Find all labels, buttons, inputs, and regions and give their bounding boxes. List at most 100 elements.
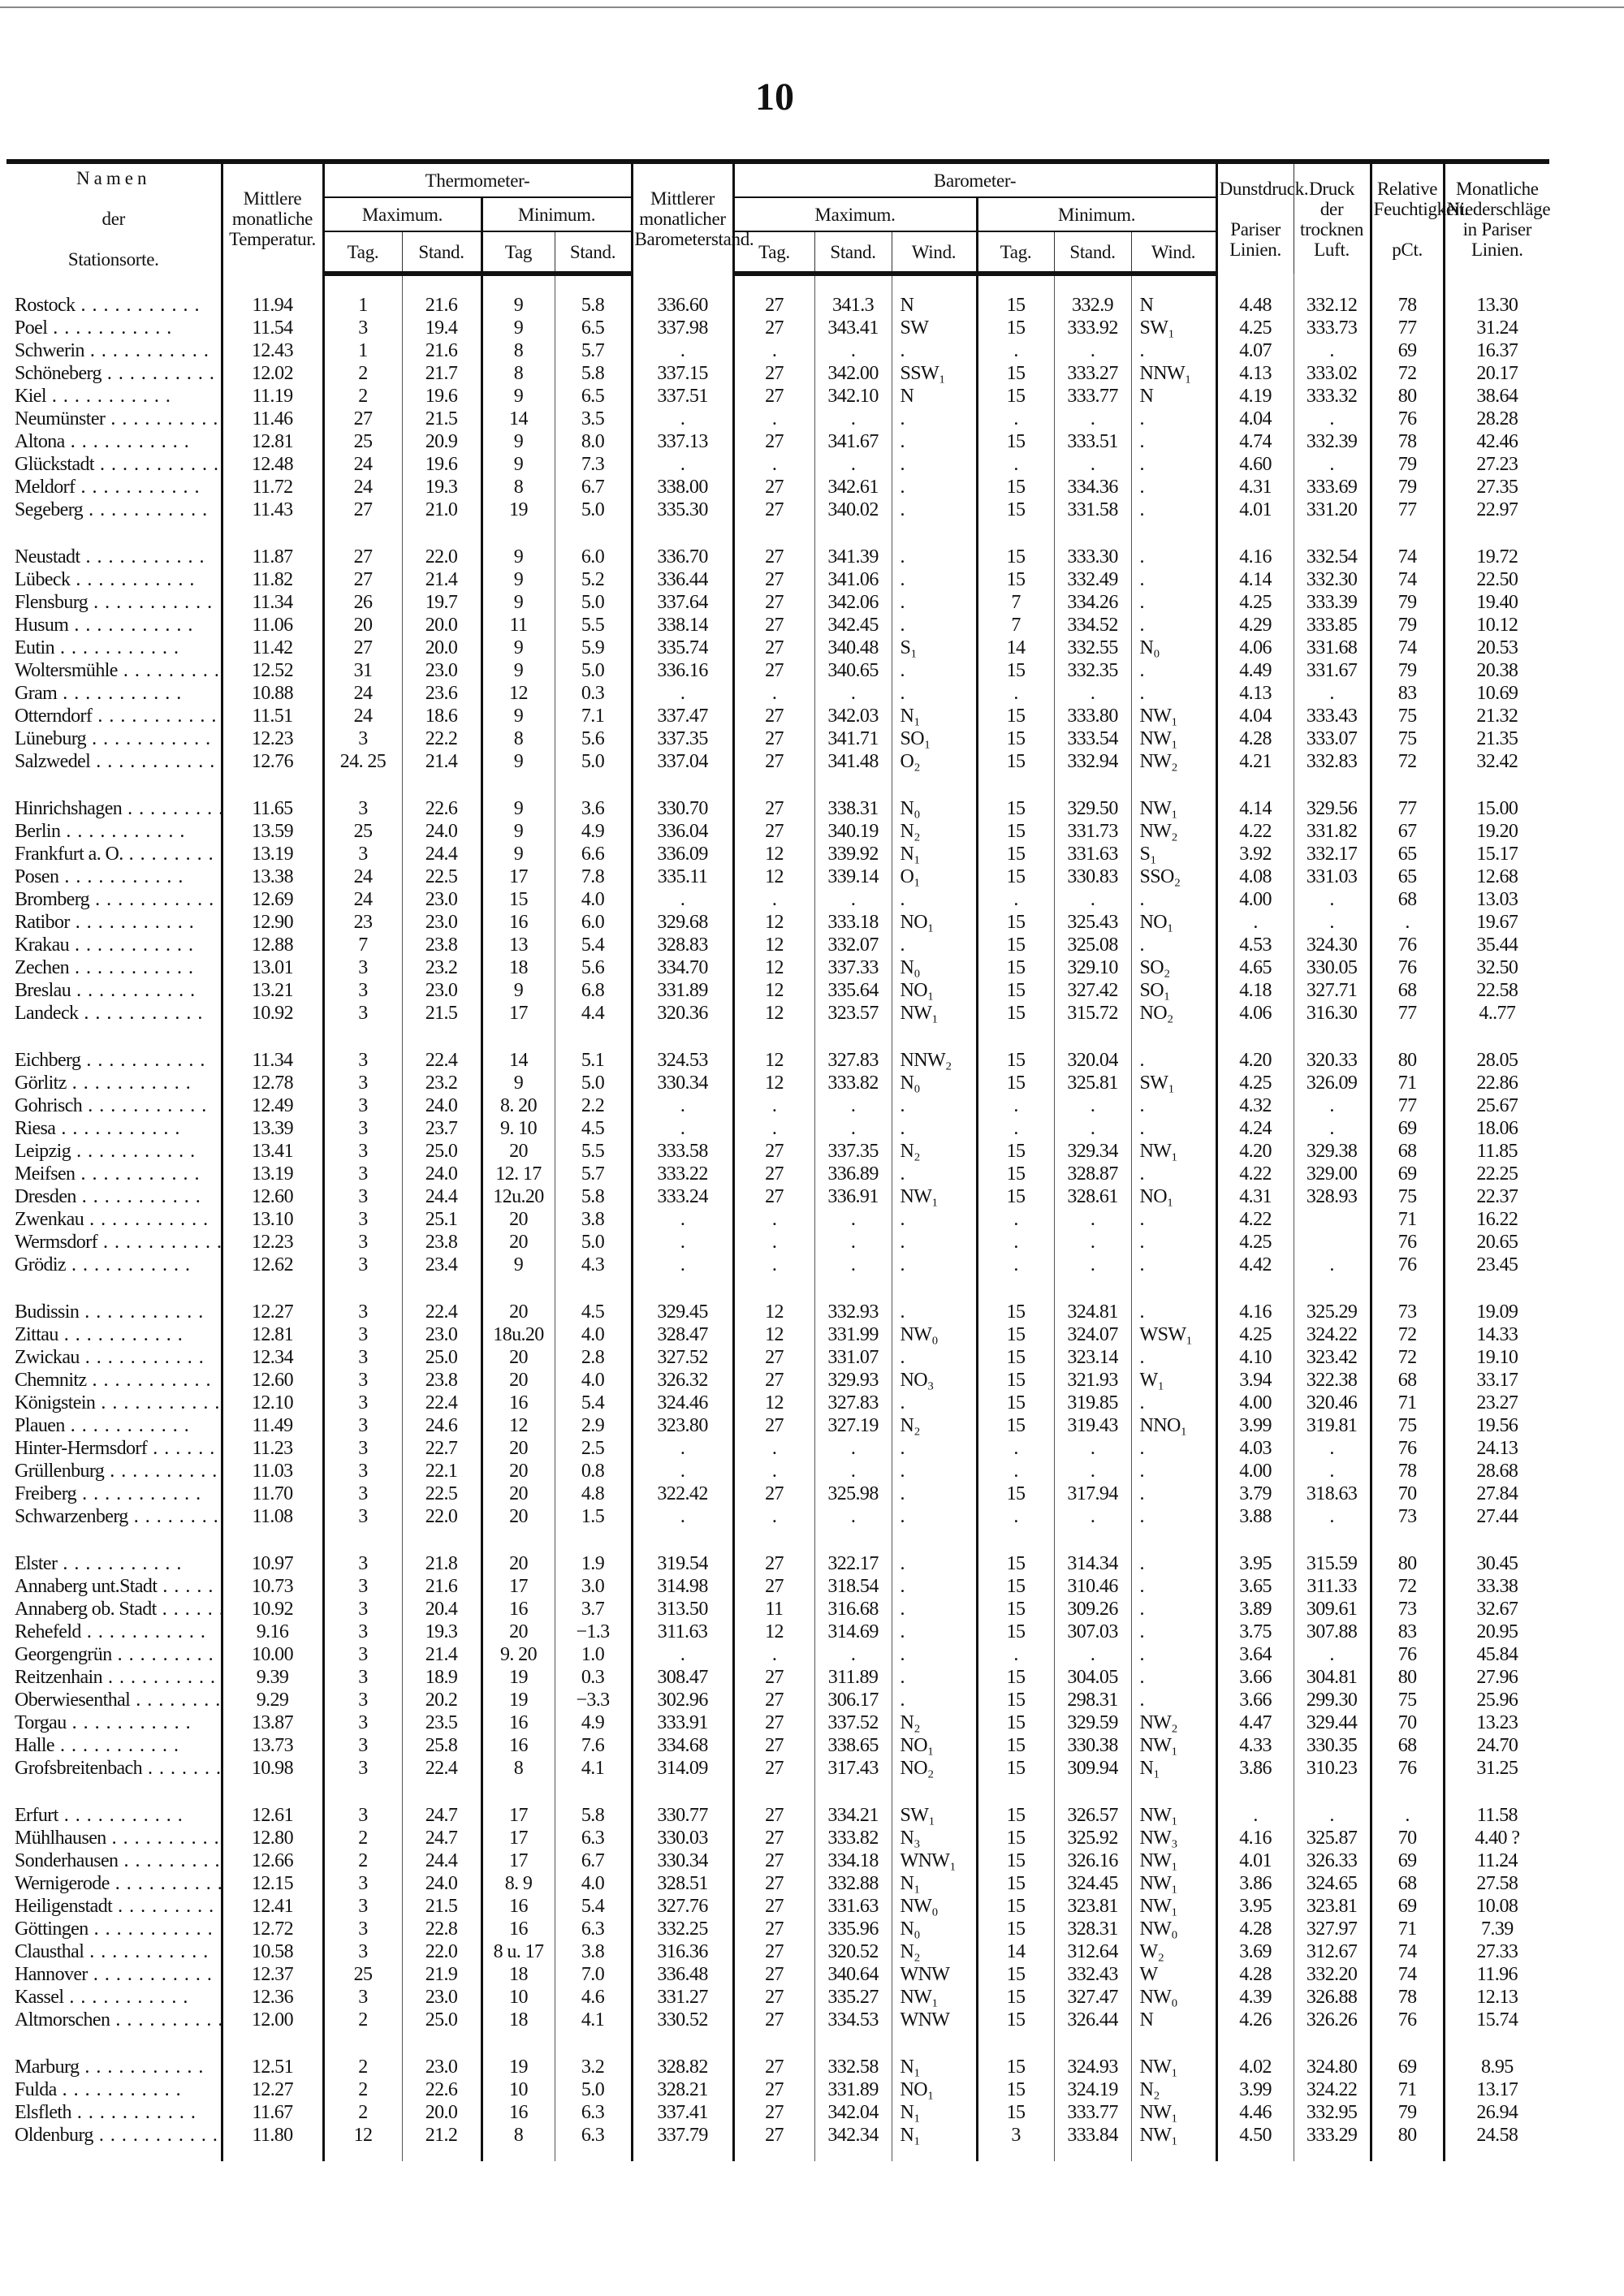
tmax-tag-cell: 3 (322, 1552, 402, 1575)
bmin-tag-cell: 15 (975, 1575, 1055, 1598)
tmax-stand-cell: 19.3 (401, 476, 482, 498)
tmin-stand-cell: 5.0 (554, 591, 633, 614)
bmax-tag-cell: 12 (732, 865, 815, 888)
station-name: Kiel (15, 386, 47, 407)
tmin-tag-cell: 8 (480, 476, 555, 498)
mean-temp-cell: 11.03 (220, 1460, 323, 1482)
rel-feuchtigkeit-cell: 77 (1369, 317, 1445, 339)
niederschlag-cell: 19.67 (1442, 911, 1550, 934)
niederschlag-cell: 19.56 (1442, 1414, 1550, 1437)
tmin-stand-cell: 4.5 (554, 1117, 633, 1140)
dunstdruck-cell: 4.25 (1215, 317, 1294, 339)
tmin-tag-cell: 8 u. 17 (480, 1940, 555, 1963)
bmax-wind-cell: SSW₁ (891, 362, 978, 385)
mean-temp-cell: 11.65 (220, 797, 323, 820)
bmax-stand-cell: . (814, 1117, 892, 1140)
tmax-tag-cell: 27 (322, 568, 402, 591)
mean-baro-cell: . (630, 339, 734, 362)
spacer-cell (1130, 1780, 1217, 1804)
dot-leader (67, 1072, 192, 1094)
tmin-stand-cell: 7.1 (554, 705, 633, 727)
spacer-cell (1369, 1276, 1445, 1301)
spacer-cell (6, 2031, 222, 2056)
bmin-tag-cell: . (975, 1094, 1055, 1117)
dunstdruck-cell: 4.21 (1215, 750, 1294, 773)
dot-leader (54, 1735, 179, 1756)
mean-baro-cell: 331.89 (630, 979, 734, 1002)
mean-temp-cell: 12.90 (220, 911, 323, 934)
niederschlag-cell: 24.70 (1442, 1734, 1550, 1757)
tmin-tag-cell: 9 (480, 750, 555, 773)
mean-temp-cell: 12.88 (220, 934, 323, 956)
spacer-cell (322, 274, 402, 294)
bmax-tag-cell: 27 (732, 362, 815, 385)
mean-baro-cell: 336.70 (630, 546, 734, 568)
station-name-cell: Halle (6, 1734, 222, 1757)
niederschlag-cell: 11.85 (1442, 1140, 1550, 1163)
tmin-stand-cell: 5.4 (554, 1895, 633, 1918)
mean-baro-cell: 328.82 (630, 2056, 734, 2078)
spacer-cell (401, 1780, 482, 1804)
header-dunstdruck: Dunstdruck. Pariser Linien. (1215, 159, 1309, 274)
bmin-wind-cell: . (1130, 1689, 1217, 1711)
tmax-stand-cell: 23.0 (401, 888, 482, 911)
mean-temp-cell: 13.19 (220, 1163, 323, 1185)
tmin-stand-cell: 5.8 (554, 362, 633, 385)
spacer-cell (975, 1025, 1055, 1049)
tmin-stand-cell: 5.4 (554, 934, 633, 956)
tmax-stand-cell: 24.7 (401, 1804, 482, 1827)
tmax-tag-cell: 3 (322, 1072, 402, 1094)
tmax-stand-cell: 22.5 (401, 1482, 482, 1505)
bmax-wind-cell: N₂ (891, 820, 978, 843)
table-body: Rostock11.94121.695.8336.6027341.3N15332… (6, 274, 1550, 2161)
bmin-wind-cell: NW₀ (1130, 1918, 1217, 1940)
dunstdruck-cell: 4.50 (1215, 2124, 1294, 2147)
bmin-stand-cell: 329.34 (1053, 1140, 1132, 1163)
header-bmax-wind: Wind. (891, 231, 978, 276)
table-row: Budissin12.27322.4204.5329.4512332.93.15… (6, 1301, 1550, 1323)
rel-feuchtigkeit-cell: 79 (1369, 614, 1445, 637)
spacer-cell (975, 1528, 1055, 1552)
station-name: Grüllenburg (15, 1461, 105, 1482)
dot-leader (157, 1599, 222, 1620)
bmax-tag-cell: . (732, 1254, 815, 1276)
station-name: Grofsbreitenbach (15, 1758, 143, 1779)
druck-trockene-luft-cell: 299.30 (1293, 1689, 1371, 1711)
dunstdruck-cell: 4.20 (1215, 1049, 1294, 1072)
station-name-cell: Clausthal (6, 1940, 222, 1963)
bmin-stand-cell: . (1053, 1505, 1132, 1528)
mean-temp-cell: 13.87 (220, 1711, 323, 1734)
bmin-tag-cell: . (975, 408, 1055, 430)
bmin-stand-cell: 324.19 (1053, 2078, 1132, 2101)
mean-temp-cell: 11.51 (220, 705, 323, 727)
bmax-stand-cell: 341.67 (814, 430, 892, 453)
tmin-stand-cell: 2.5 (554, 1437, 633, 1460)
spacer-cell (814, 1276, 892, 1301)
bmin-stand-cell: . (1053, 1208, 1132, 1231)
bmax-stand-cell: 336.89 (814, 1163, 892, 1185)
mean-baro-cell: 338.00 (630, 476, 734, 498)
tmax-tag-cell: 3 (322, 1940, 402, 1963)
niederschlag-cell: 22.50 (1442, 568, 1550, 591)
niederschlag-cell: 28.05 (1442, 1049, 1550, 1072)
mean-baro-cell: 334.70 (630, 956, 734, 979)
mean-baro-cell: 328.21 (630, 2078, 734, 2101)
tmin-tag-cell: 18 (480, 1963, 555, 1986)
group-spacer (6, 2147, 1550, 2161)
druck-trockene-luft-cell: 333.73 (1293, 317, 1371, 339)
tmax-tag-cell: 3 (322, 727, 402, 750)
bmax-stand-cell: 340.48 (814, 637, 892, 659)
spacer-cell (322, 1276, 402, 1301)
dot-leader (89, 1918, 214, 1940)
mean-temp-cell: 12.60 (220, 1185, 323, 1208)
table-row: Plauen11.49324.6122.9323.8027327.19N₂153… (6, 1414, 1550, 1437)
station-name-cell: Breslau (6, 979, 222, 1002)
tmax-stand-cell: 24.6 (401, 1414, 482, 1437)
station-name: Plauen (15, 1415, 65, 1436)
table-row: Freiberg11.70322.5204.8322.4227325.98.15… (6, 1482, 1550, 1505)
tmax-tag-cell: 24 (322, 888, 402, 911)
station-name: Salzwedel (15, 751, 91, 772)
tmin-stand-cell: 4.0 (554, 888, 633, 911)
tmin-tag-cell: 17 (480, 865, 555, 888)
